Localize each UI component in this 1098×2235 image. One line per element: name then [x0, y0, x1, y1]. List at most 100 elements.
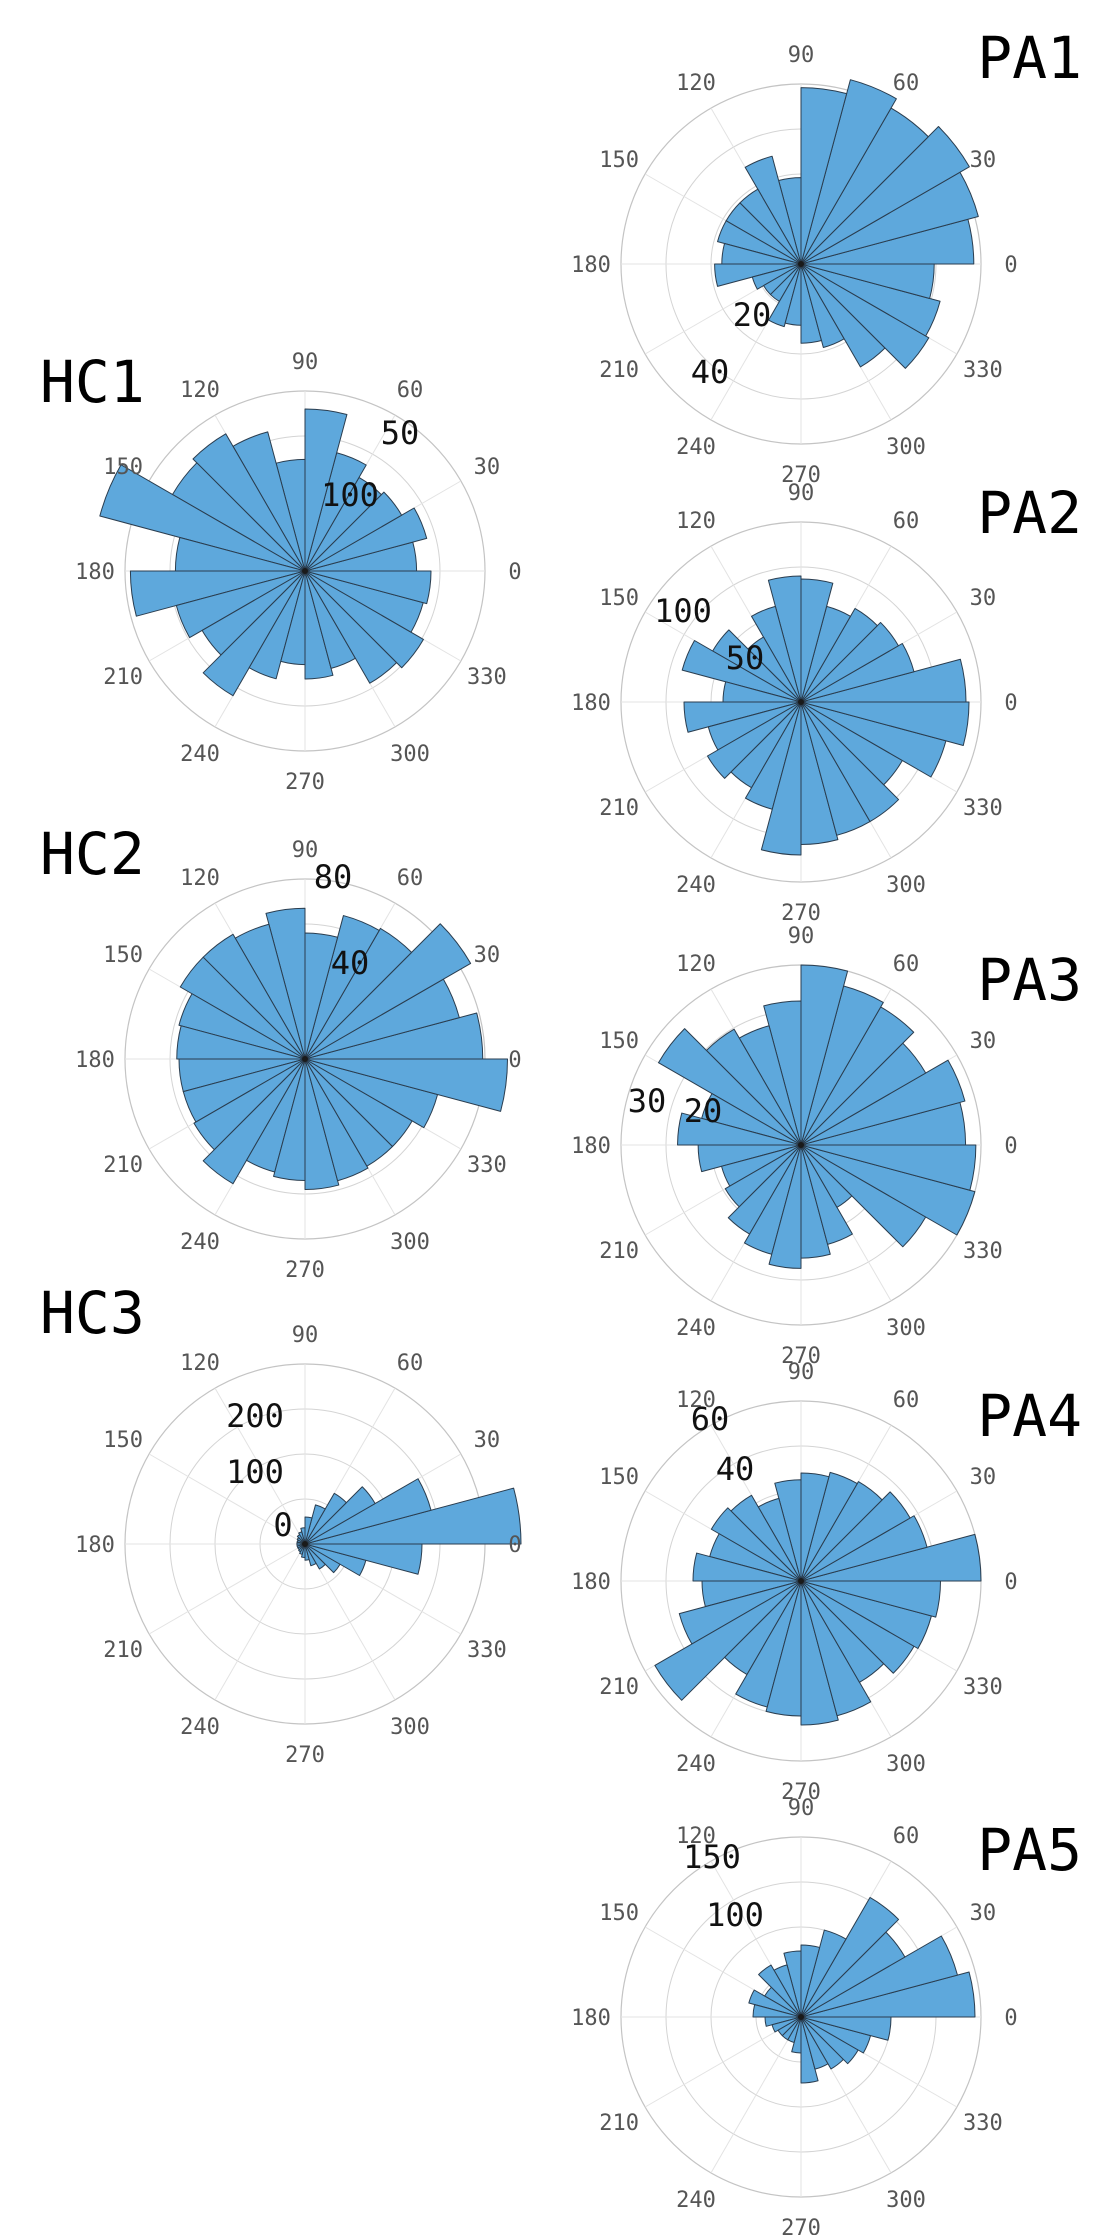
angle-tick-label: 300: [390, 1715, 430, 1740]
angle-tick-label: 120: [676, 952, 716, 977]
angle-tick-label: 60: [893, 1388, 920, 1413]
angle-tick-label: 240: [180, 1715, 220, 1740]
angle-tick-label: 180: [75, 1533, 115, 1558]
angle-tick-label: 150: [599, 1029, 639, 1054]
rose-bar: [178, 993, 306, 1060]
angle-tick-label: 30: [970, 1465, 997, 1490]
panel-title: PA3: [977, 946, 1082, 1014]
angle-tick-label: 120: [180, 378, 220, 403]
angle-tick-label: 150: [103, 943, 143, 968]
rose-bar: [800, 1472, 830, 1582]
rose-bar: [304, 1478, 432, 1545]
radial-tick-label: 0: [273, 1506, 292, 1544]
angle-tick-label: 210: [599, 2111, 639, 2136]
rose-bar: [202, 570, 306, 697]
angle-tick-label: 150: [599, 586, 639, 611]
angle-tick-label: 30: [474, 1428, 501, 1453]
angle-tick-label: 120: [676, 509, 716, 534]
rose-bar: [800, 964, 849, 1146]
rose-bar: [304, 570, 432, 605]
radial-tick-label: 100: [654, 592, 712, 630]
center-dot: [302, 1541, 308, 1547]
angle-tick-label: 180: [75, 560, 115, 585]
angle-tick-label: 120: [676, 71, 716, 96]
angle-tick-label: 0: [508, 1048, 521, 1073]
rose-bar: [752, 2004, 802, 2018]
center-dot: [798, 699, 804, 705]
radial-tick-label: 30: [628, 1082, 667, 1120]
center-dot: [798, 261, 804, 267]
rose-bar: [800, 1144, 976, 1236]
angle-tick-label: 180: [571, 1134, 611, 1159]
radial-tick-label: 20: [684, 1092, 723, 1130]
angle-tick-label: 30: [970, 1029, 997, 1054]
grid-spoke: [304, 1543, 396, 1701]
angle-tick-label: 300: [886, 1316, 926, 1341]
angle-tick-label: 30: [474, 943, 501, 968]
rose-bar: [800, 2016, 892, 2041]
angle-tick-label: 60: [397, 378, 424, 403]
grid-spoke: [148, 1543, 306, 1635]
rose-bar: [800, 1471, 858, 1582]
angle-tick-label: 300: [390, 1230, 430, 1255]
angle-tick-label: 150: [103, 455, 143, 480]
rose-bar: [304, 491, 403, 572]
radial-tick-label: 40: [716, 1450, 755, 1488]
angle-tick-label: 30: [970, 1901, 997, 1926]
angle-tick-label: 0: [1004, 253, 1017, 278]
radial-tick-label: 100: [226, 1453, 284, 1491]
rose-bar: [800, 1929, 847, 2018]
rose-bar: [192, 433, 306, 572]
angle-tick-label: 240: [676, 1752, 716, 1777]
rose-bar: [800, 1580, 941, 1618]
angle-tick-label: 210: [103, 665, 143, 690]
rose-bar: [304, 927, 413, 1060]
angle-tick-label: 90: [292, 838, 319, 863]
angle-tick-label: 300: [886, 1752, 926, 1777]
angle-tick-label: 30: [970, 148, 997, 173]
rose-bar: [304, 1058, 508, 1112]
panel-title: PA5: [977, 1816, 1082, 1884]
angle-tick-label: 180: [571, 253, 611, 278]
rose-bar: [304, 923, 472, 1060]
rose-bar: [681, 640, 802, 703]
rose-bar: [304, 1516, 313, 1545]
rose-panel-pa2: 0 30 60 90 120 150 180 210 240 270 300 330 50 100 PA2: [571, 479, 1082, 926]
rose-bar: [202, 1058, 306, 1185]
rose-bar: [677, 1112, 802, 1146]
angle-tick-label: 270: [781, 1780, 821, 1805]
rose-bar: [748, 1989, 802, 2018]
angle-tick-label: 0: [1004, 691, 1017, 716]
angle-tick-label: 270: [285, 1743, 325, 1768]
angle-tick-label: 150: [599, 148, 639, 173]
rose-bar: [800, 1481, 883, 1582]
rose-bar: [717, 220, 802, 265]
angle-tick-label: 180: [571, 2006, 611, 2031]
rose-bar: [751, 263, 802, 290]
rose-bar: [304, 1058, 369, 1182]
angle-tick-label: 330: [963, 2111, 1003, 2136]
rose-bar: [800, 701, 970, 746]
rose-bar: [751, 605, 802, 703]
rose-bar: [760, 701, 802, 856]
angle-tick-label: 0: [1004, 1134, 1017, 1159]
rose-bar: [800, 701, 900, 823]
angle-tick-label: 180: [75, 1048, 115, 1073]
rose-bar: [304, 1486, 376, 1545]
rose-bar: [800, 621, 899, 703]
rose-bar: [304, 1543, 423, 1575]
angle-tick-label: 150: [599, 1465, 639, 1490]
angle-tick-label: 210: [599, 1675, 639, 1700]
angle-tick-label: 240: [180, 1230, 220, 1255]
angle-tick-label: 210: [103, 1638, 143, 1663]
angle-tick-label: 330: [963, 358, 1003, 383]
rose-bar: [654, 1580, 802, 1701]
rose-bar: [800, 126, 970, 265]
rose-bar: [248, 570, 306, 680]
rose-bar: [800, 1944, 821, 2018]
rose-bar: [800, 263, 941, 337]
angle-tick-label: 120: [180, 866, 220, 891]
